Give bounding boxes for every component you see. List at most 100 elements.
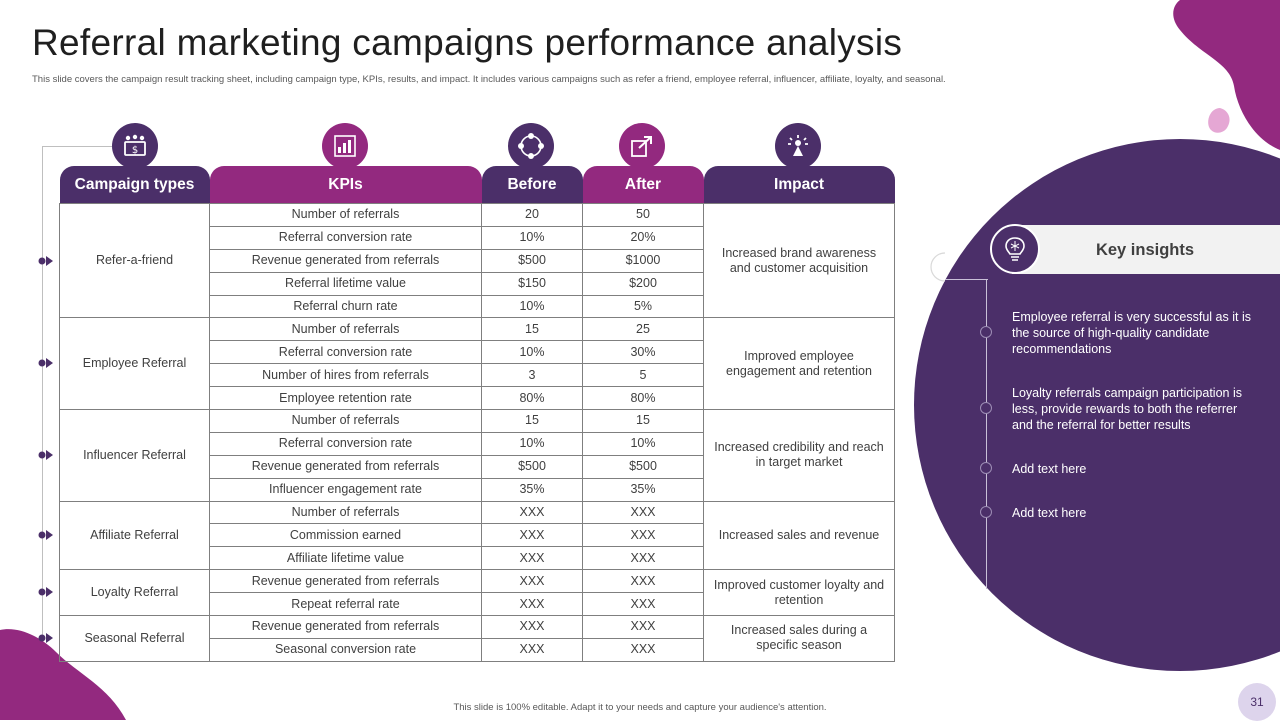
before-cell: XXX (481, 546, 583, 571)
impact-cell: Increased sales during a specific season (703, 615, 895, 662)
after-cell: 10% (582, 431, 704, 456)
before-cell: 10% (481, 294, 583, 319)
after-cell: $1000 (582, 248, 704, 273)
before-cell: 35% (481, 477, 583, 502)
left-connector-line (42, 146, 43, 640)
header-campaign-types: Campaign types (59, 166, 210, 204)
insight-bullet-3 (980, 462, 992, 474)
table-row: Affiliate lifetime value XXX XXX (60, 546, 895, 571)
before-cell: $500 (481, 454, 583, 479)
before-cell: XXX (481, 500, 583, 525)
kpi-cell: Referral lifetime value (209, 271, 482, 296)
campaign-type-cell: Influencer Referral (59, 409, 210, 502)
after-cell: XXX (582, 615, 704, 639)
kpi-cell: Number of referrals (209, 203, 482, 227)
table-row: Referral lifetime value $150 $200 (60, 271, 895, 296)
impact-cell: Improved customer loyalty and retention (703, 569, 895, 617)
kpi-cell: Referral conversion rate (209, 225, 482, 250)
campaign-type-cell: Loyalty Referral (59, 569, 210, 617)
kpi-cell: Revenue generated from referrals (209, 454, 482, 479)
after-cell: 5% (582, 294, 704, 319)
loyalty-referral-marker-icon (38, 587, 53, 597)
impact-cell: Improved employee engagement and retenti… (703, 317, 895, 411)
insights-left-ring (930, 252, 946, 282)
kpi-cell: Number of referrals (209, 500, 482, 525)
before-cell: 15 (481, 317, 583, 342)
kpi-cell: Referral conversion rate (209, 340, 482, 365)
table-row: Number of hires from referrals 3 5 (60, 363, 895, 388)
insights-header-bar (1012, 225, 1280, 274)
kpi-cell: Number of hires from referrals (209, 363, 482, 388)
before-cell: 20 (481, 203, 583, 227)
kpi-cell: Repeat referral rate (209, 592, 482, 617)
header-before: Before (481, 166, 583, 204)
campaign-performance-table: Campaign types KPIs Before After Impact … (59, 166, 895, 662)
insight-text-2: Loyalty referrals campaign participation… (1012, 386, 1242, 432)
campaign-type-cell: Seasonal Referral (59, 615, 210, 662)
insights-title: Key insights (1095, 241, 1195, 259)
kpi-cell: Number of referrals (209, 317, 482, 342)
influencer-referral-marker-icon (38, 450, 53, 460)
after-cell: XXX (582, 637, 704, 662)
kpi-cell: Referral churn rate (209, 294, 482, 319)
small-pink-drop (1208, 108, 1230, 133)
page-number: 31 (1238, 683, 1276, 721)
after-cell: 30% (582, 340, 704, 365)
footer-note: This slide is 100% editable. Adapt it to… (453, 702, 827, 713)
header-impact: Impact (703, 166, 895, 204)
campaign-type-cell: Refer-a-friend (59, 202, 210, 319)
header-kpis: KPIs (209, 166, 482, 204)
table-header-row: Campaign types KPIs Before After Impact (59, 166, 895, 204)
header-after: After (582, 166, 704, 204)
insights-connector-line (945, 279, 988, 280)
top-right-magenta-blob (1173, 0, 1280, 150)
after-cell: 15 (582, 409, 704, 433)
kpi-cell: Affiliate lifetime value (209, 546, 482, 571)
insight-text-4: Add text here (1012, 506, 1087, 520)
after-cell: XXX (582, 500, 704, 525)
after-cell: 5 (582, 363, 704, 388)
kpis-icon (322, 123, 368, 169)
seasonal-referral-marker-icon (38, 633, 53, 643)
kpi-cell: Employee retention rate (209, 386, 482, 411)
after-cell: XXX (582, 569, 704, 594)
before-cell: 10% (481, 225, 583, 250)
kpi-cell: Referral conversion rate (209, 431, 482, 456)
before-cell: 3 (481, 363, 583, 388)
impact-icon (775, 123, 821, 169)
impact-cell: Increased brand awareness and customer a… (703, 202, 895, 319)
after-cell: XXX (582, 523, 704, 548)
after-cell: XXX (582, 546, 704, 571)
affiliate-referral-marker-icon (38, 530, 53, 540)
after-cell: XXX (582, 592, 704, 617)
page-title: Referral marketing campaigns performance… (32, 22, 903, 63)
after-cell: 20% (582, 225, 704, 250)
table-row: Influencer Referral Number of referrals … (59, 409, 895, 502)
table-row: Referral churn rate 10% 5% (60, 294, 895, 319)
table-row: Refer-a-friend Number of referrals 20 50… (59, 202, 895, 319)
table-row: Employee Referral Number of referrals 15… (59, 317, 895, 411)
table-row: Revenue generated from referrals $500 $1… (60, 248, 895, 273)
after-icon (619, 123, 665, 169)
after-cell: 35% (582, 477, 704, 502)
campaign-types-icon: $ (112, 123, 158, 169)
table-row: Commission earned XXX XXX (60, 523, 895, 548)
table-row: Loyalty Referral Revenue generated from … (59, 569, 895, 617)
insight-text-1: Employee referral is very successful as … (1012, 310, 1251, 356)
insight-text-3: Add text here (1012, 462, 1087, 476)
insight-bullet-4 (980, 506, 992, 518)
refer-a-friend-marker-icon (38, 256, 53, 266)
campaign-type-cell: Affiliate Referral (59, 500, 210, 571)
employee-referral-marker-icon (38, 358, 53, 368)
table-row: Seasonal conversion rate XXX XXX (60, 637, 895, 662)
before-cell: 10% (481, 340, 583, 365)
insight-bullet-1 (980, 326, 992, 338)
impact-cell: Increased credibility and reach in targe… (703, 409, 895, 502)
brain-bulb-icon (990, 224, 1040, 274)
after-cell: $500 (582, 454, 704, 479)
kpi-cell: Revenue generated from referrals (209, 615, 482, 639)
before-cell: 15 (481, 409, 583, 433)
before-cell: XXX (481, 592, 583, 617)
before-cell: XXX (481, 523, 583, 548)
table-row: Affiliate Referral Number of referrals X… (59, 500, 895, 571)
